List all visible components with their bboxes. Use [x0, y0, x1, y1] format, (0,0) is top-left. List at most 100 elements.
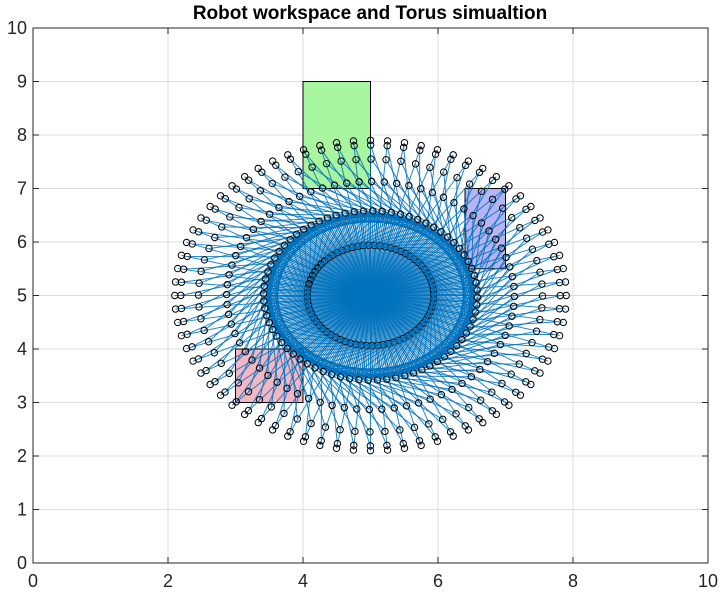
end-effector-point [439, 415, 447, 423]
end-effector-point [305, 280, 313, 288]
joint-point [466, 312, 471, 318]
joint-point [464, 319, 469, 324]
end-effector-point [302, 150, 310, 158]
end-effector-point [210, 349, 219, 357]
end-effector-point [349, 446, 358, 454]
end-effector-point [272, 161, 280, 169]
end-effector-point [473, 286, 481, 294]
end-effector-point [319, 367, 327, 376]
end-effector-point [510, 282, 518, 291]
end-effector-point [396, 210, 405, 218]
end-effector-point [307, 419, 315, 428]
end-effector-point [232, 398, 240, 406]
joint-point [465, 271, 471, 276]
end-effector-point [475, 168, 484, 177]
end-effector-point [528, 338, 536, 347]
joint-point [270, 315, 276, 320]
end-effector-point [244, 176, 253, 184]
end-effector-point [422, 219, 430, 227]
end-effector-point [200, 326, 208, 335]
end-effector-point [232, 251, 240, 260]
end-effector-point [204, 338, 213, 346]
end-effector-point [177, 291, 185, 300]
end-effector-point [269, 325, 277, 334]
end-effector-point [397, 157, 405, 165]
end-effector-point [224, 310, 233, 319]
end-effector-point [317, 437, 325, 445]
chart-title: Robot workspace and Torus simualtion [193, 3, 547, 24]
end-effector-point [538, 355, 547, 363]
end-effector-point [332, 139, 341, 147]
end-effector-point [431, 150, 440, 158]
end-effector-point [286, 155, 295, 163]
y-tick-label: 10 [7, 18, 27, 38]
y-tick-label: 4 [17, 339, 27, 359]
end-effector-point [509, 302, 518, 311]
joint-point [455, 251, 460, 257]
end-effector-point [502, 253, 510, 262]
joint-point [316, 224, 321, 229]
end-effector-point [501, 331, 509, 340]
end-effector-point [202, 216, 210, 224]
joint-point [286, 340, 291, 345]
end-effector-point [470, 271, 478, 280]
end-effector-point [433, 146, 442, 154]
end-effector-point [383, 446, 392, 454]
end-effector-point [330, 181, 339, 189]
joint-point [340, 216, 345, 221]
end-effector-point [211, 205, 219, 213]
joint-point [417, 223, 422, 228]
joint-point [289, 242, 295, 248]
end-effector-point [508, 312, 516, 320]
joint-point [387, 372, 393, 377]
end-effector-point [387, 208, 396, 217]
end-effector-point [516, 223, 524, 232]
end-effector-point [439, 193, 448, 201]
end-effector-point [380, 178, 388, 186]
end-effector-point [383, 137, 392, 145]
end-effector-point [177, 278, 186, 286]
end-effector-point [464, 257, 472, 266]
joint-point [335, 369, 340, 374]
end-effector-point [355, 178, 363, 186]
joint-point [401, 217, 406, 222]
end-effector-point [383, 142, 391, 150]
end-effector-point [433, 437, 442, 445]
end-effector-point [414, 399, 423, 407]
end-effector-point [308, 163, 316, 171]
end-effector-point [255, 364, 264, 372]
end-effector-point [488, 388, 496, 396]
end-effector-point [501, 185, 509, 193]
end-effector-point [452, 410, 460, 418]
end-effector-point [555, 305, 564, 313]
end-effector-point [248, 356, 256, 364]
end-effector-point [205, 244, 213, 253]
end-effector-point [317, 146, 326, 154]
end-effector-point [332, 444, 341, 452]
joint-point [272, 267, 277, 272]
joint-point [268, 308, 274, 314]
joint-point [452, 338, 457, 343]
joint-point [281, 334, 286, 340]
joint-point [291, 345, 297, 351]
joint-point [357, 213, 363, 218]
end-effector-point [426, 395, 434, 403]
end-effector-point [462, 329, 470, 337]
end-effector-point [195, 279, 203, 287]
end-effector-point [211, 233, 219, 242]
joint-point [441, 349, 446, 354]
joint-point [275, 260, 281, 266]
joint-point [268, 280, 273, 286]
end-effector-point [353, 405, 361, 413]
end-effector-point [550, 330, 558, 339]
end-effector-point [304, 394, 313, 403]
end-effector-point [378, 207, 386, 216]
end-effector-point [538, 228, 547, 236]
end-effector-point [306, 275, 315, 284]
end-effector-point [265, 210, 274, 218]
end-effector-point [255, 396, 264, 404]
end-effector-point [334, 143, 342, 152]
joint-point [297, 351, 303, 356]
end-effector-point [236, 242, 245, 251]
